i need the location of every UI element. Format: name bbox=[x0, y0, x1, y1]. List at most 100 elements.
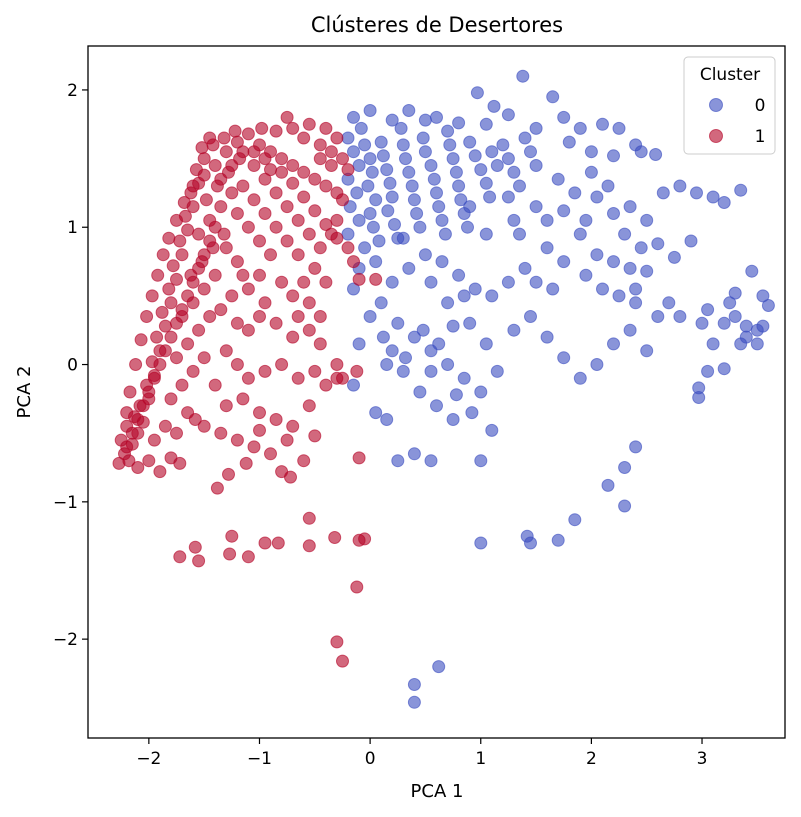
point-cluster-0-223 bbox=[465, 406, 479, 420]
point-cluster-1-174 bbox=[358, 532, 372, 546]
point-cluster-1-15 bbox=[158, 319, 172, 333]
point-cluster-0-49 bbox=[461, 220, 474, 234]
point-cluster-0-110 bbox=[623, 261, 637, 275]
point-cluster-0-16 bbox=[372, 234, 386, 248]
point-cluster-0-165 bbox=[629, 440, 643, 454]
point-cluster-0-15 bbox=[366, 220, 380, 234]
point-cluster-0-208 bbox=[529, 200, 543, 214]
point-cluster-1-36 bbox=[173, 456, 187, 470]
point-cluster-0-65 bbox=[418, 113, 432, 127]
point-cluster-0-66 bbox=[452, 116, 466, 130]
point-cluster-1-120 bbox=[241, 282, 255, 296]
point-cluster-0-96 bbox=[656, 186, 670, 200]
point-cluster-1-167 bbox=[188, 540, 202, 554]
point-cluster-0-126 bbox=[468, 282, 482, 296]
point-cluster-0-140 bbox=[446, 413, 460, 426]
point-cluster-1-184 bbox=[236, 268, 250, 282]
point-cluster-0-109 bbox=[607, 255, 620, 269]
point-cluster-0-12 bbox=[361, 179, 375, 193]
point-cluster-0-8 bbox=[354, 121, 368, 135]
point-cluster-0-138 bbox=[413, 385, 427, 399]
point-cluster-0-105 bbox=[667, 250, 681, 264]
point-cluster-0-1 bbox=[347, 145, 360, 159]
point-cluster-1-183 bbox=[258, 296, 272, 310]
point-cluster-1-217 bbox=[170, 316, 183, 330]
point-cluster-1-16 bbox=[155, 305, 169, 319]
point-cluster-0-119 bbox=[529, 275, 543, 289]
point-cluster-1-166 bbox=[192, 554, 206, 568]
point-cluster-0-81 bbox=[584, 145, 598, 159]
point-cluster-1-132 bbox=[241, 371, 255, 385]
point-cluster-1-79 bbox=[258, 172, 272, 186]
point-cluster-0-58 bbox=[501, 152, 515, 166]
point-cluster-1-110 bbox=[330, 213, 344, 227]
point-cluster-1-109 bbox=[336, 193, 349, 207]
point-cluster-0-153 bbox=[557, 351, 571, 365]
point-cluster-0-53 bbox=[479, 176, 493, 190]
point-cluster-1-134 bbox=[275, 358, 289, 371]
point-cluster-1-222 bbox=[142, 385, 156, 399]
point-cluster-1-76 bbox=[319, 179, 333, 193]
point-cluster-0-180 bbox=[756, 289, 770, 303]
point-cluster-0-111 bbox=[640, 264, 654, 278]
point-cluster-0-101 bbox=[734, 183, 748, 197]
point-cluster-1-117 bbox=[286, 289, 300, 303]
point-cluster-0-92 bbox=[590, 190, 604, 204]
point-cluster-0-60 bbox=[513, 179, 526, 193]
point-cluster-1-202 bbox=[151, 268, 165, 282]
point-cluster-0-83 bbox=[596, 117, 609, 131]
point-cluster-1-155 bbox=[284, 470, 297, 484]
point-cluster-0-116 bbox=[612, 289, 626, 303]
point-cluster-1-205 bbox=[134, 333, 148, 347]
point-cluster-1-172 bbox=[328, 531, 342, 544]
point-cluster-1-38 bbox=[158, 419, 172, 433]
point-cluster-0-168 bbox=[568, 513, 582, 527]
point-cluster-0-121 bbox=[385, 275, 399, 289]
point-cluster-1-198 bbox=[177, 196, 191, 209]
point-cluster-0-57 bbox=[496, 138, 510, 152]
point-cluster-1-203 bbox=[145, 289, 159, 303]
point-cluster-1-112 bbox=[341, 241, 355, 255]
point-cluster-0-68 bbox=[501, 108, 515, 122]
point-cluster-1-185 bbox=[275, 165, 289, 179]
point-cluster-0-181 bbox=[745, 264, 759, 278]
point-cluster-1-195 bbox=[228, 124, 242, 138]
point-cluster-0-183 bbox=[717, 316, 731, 330]
point-cluster-1-107 bbox=[286, 121, 300, 135]
point-cluster-1-145 bbox=[302, 399, 316, 413]
point-cluster-1-164 bbox=[225, 529, 239, 543]
point-cluster-0-190 bbox=[750, 337, 764, 351]
point-cluster-0-76 bbox=[487, 99, 501, 113]
point-cluster-0-179 bbox=[761, 299, 775, 312]
point-cluster-0-160 bbox=[424, 454, 438, 468]
point-cluster-1-80 bbox=[269, 186, 283, 200]
point-cluster-0-125 bbox=[452, 268, 466, 282]
point-cluster-0-89 bbox=[601, 179, 615, 193]
point-cluster-1-137 bbox=[319, 378, 333, 392]
point-cluster-0-24 bbox=[388, 218, 401, 231]
point-cluster-1-101 bbox=[313, 138, 327, 152]
point-cluster-0-217 bbox=[399, 351, 412, 365]
y-tick-label: 2 bbox=[67, 81, 78, 101]
point-cluster-0-11 bbox=[365, 165, 379, 179]
x-tick-label: 2 bbox=[586, 749, 597, 769]
point-cluster-0-52 bbox=[474, 163, 488, 177]
point-cluster-0-221 bbox=[424, 364, 438, 378]
point-cluster-1-62 bbox=[199, 193, 213, 207]
point-cluster-1-160 bbox=[330, 358, 344, 371]
point-cluster-0-145 bbox=[376, 330, 390, 344]
point-cluster-0-120 bbox=[546, 282, 560, 296]
point-cluster-0-141 bbox=[380, 413, 394, 426]
point-cluster-1-186 bbox=[286, 176, 300, 190]
legend-box bbox=[683, 56, 776, 155]
point-cluster-0-94 bbox=[623, 200, 637, 214]
x-tick-label: 3 bbox=[697, 749, 708, 769]
point-cluster-1-94 bbox=[264, 248, 277, 262]
point-cluster-0-154 bbox=[573, 371, 587, 385]
point-cluster-0-192 bbox=[662, 296, 676, 310]
point-cluster-0-117 bbox=[629, 296, 643, 310]
point-cluster-0-195 bbox=[673, 310, 687, 323]
point-cluster-0-14 bbox=[363, 207, 377, 220]
y-tick-label: −1 bbox=[53, 493, 78, 513]
point-cluster-1-116 bbox=[297, 275, 311, 289]
